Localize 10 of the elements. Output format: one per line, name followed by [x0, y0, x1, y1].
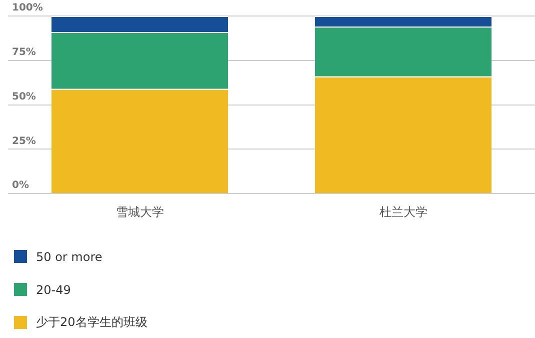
legend-label: 20-49 — [36, 282, 71, 296]
y-tick-label: 100% — [12, 2, 43, 14]
x-tick-label: 雪城大学 — [116, 204, 164, 219]
x-tick-label: 杜兰大学 — [379, 204, 428, 219]
y-tick-label: 0% — [12, 180, 29, 192]
legend-label: 50 or more — [36, 250, 102, 264]
y-tick-label: 50% — [12, 91, 36, 102]
y-tick-label: 25% — [12, 136, 36, 147]
y-tick-label: 75% — [12, 46, 36, 58]
legend-label: 少于20名学生的班级 — [36, 314, 148, 331]
